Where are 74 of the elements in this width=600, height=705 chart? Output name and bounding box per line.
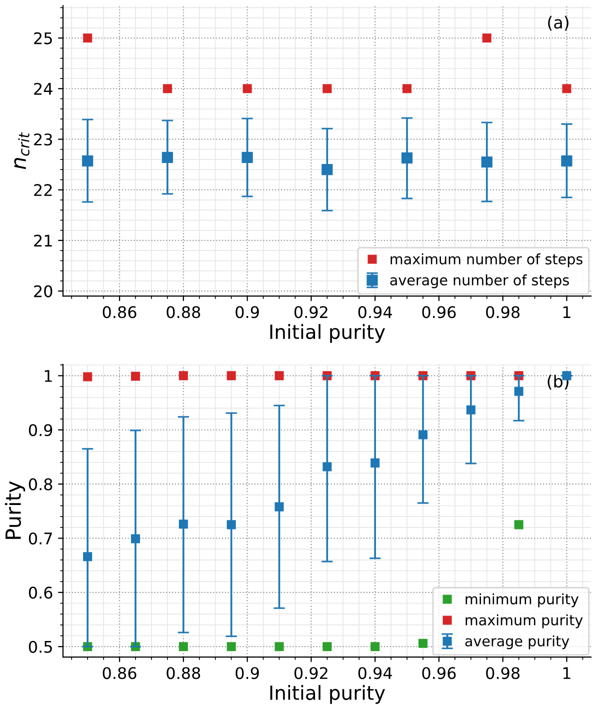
point [402, 84, 412, 94]
point [401, 152, 413, 164]
legend-label: average number of steps [390, 274, 569, 288]
point [242, 84, 252, 94]
y-tick-label: 0.8 [28, 478, 52, 490]
x-tick-label: 0.92 [294, 306, 328, 318]
point [274, 502, 284, 512]
y-tick-label: 0.5 [28, 640, 52, 653]
point [514, 520, 524, 530]
y-tick-label: 23 [34, 133, 52, 146]
point [466, 405, 476, 414]
x-tick-label: 0.86 [102, 667, 136, 680]
y-tick-label: 22 [34, 184, 52, 196]
x-tick-label: 0.88 [166, 667, 200, 680]
point [322, 462, 332, 472]
y-tick-label: 0.6 [28, 586, 52, 599]
point [561, 155, 572, 167]
y-axis-title: n$_{crit}$ [14, 132, 30, 170]
legend-label: maximum number of steps [390, 253, 582, 268]
point [481, 156, 492, 168]
legend-label: maximum purity [466, 614, 583, 628]
annotation: (a) [548, 16, 568, 31]
y-tick-label: 25 [34, 32, 52, 44]
x-tick-label: 0.98 [486, 306, 520, 318]
x-tick-label: 0.9 [236, 306, 259, 318]
point [514, 386, 524, 396]
point [322, 164, 333, 176]
x-axis-title: Initial purity [270, 685, 386, 704]
x-tick-label: 0.94 [358, 306, 392, 318]
y-tick-label: 20 [34, 285, 52, 298]
point [83, 372, 92, 382]
point [226, 371, 236, 380]
point [274, 642, 284, 652]
y-tick-label: 24 [34, 82, 52, 95]
point [178, 371, 188, 380]
point [130, 372, 140, 381]
point [482, 34, 492, 43]
x-tick-label: 0.9 [236, 667, 259, 680]
point [226, 520, 236, 530]
point [226, 642, 236, 652]
point [322, 642, 332, 652]
point [562, 84, 572, 94]
x-tick-label: 1 [563, 306, 570, 318]
x-tick-label: 0.98 [486, 667, 520, 680]
point [162, 152, 174, 164]
y-tick-label: 0.7 [28, 532, 52, 545]
x-tick-label: 0.92 [294, 667, 328, 680]
point [178, 642, 188, 652]
x-tick-label: 1 [563, 667, 570, 679]
y-axis-title: Purity [4, 481, 26, 539]
x-axis-title: Initial purity [270, 324, 386, 343]
point [370, 642, 380, 652]
point [418, 430, 428, 440]
point [274, 371, 284, 380]
x-tick-label: 0.96 [422, 306, 456, 318]
x-tick-label: 0.94 [358, 667, 392, 680]
x-tick-label: 0.86 [102, 306, 136, 318]
legend-label: minimum purity [466, 593, 579, 608]
point [242, 152, 253, 164]
point [370, 458, 380, 468]
y-tick-label: 1 [44, 370, 52, 382]
point [82, 155, 94, 167]
point [83, 552, 92, 562]
legend-label: average purity [465, 635, 570, 650]
x-tick-label: 0.96 [422, 667, 456, 680]
point [178, 520, 188, 529]
point [162, 84, 172, 94]
point [322, 84, 332, 94]
point [130, 534, 140, 544]
y-tick-label: 0.9 [28, 424, 52, 436]
point [418, 638, 428, 648]
x-tick-label: 0.88 [166, 306, 200, 318]
point [83, 34, 92, 43]
y-tick-label: 21 [34, 234, 52, 247]
